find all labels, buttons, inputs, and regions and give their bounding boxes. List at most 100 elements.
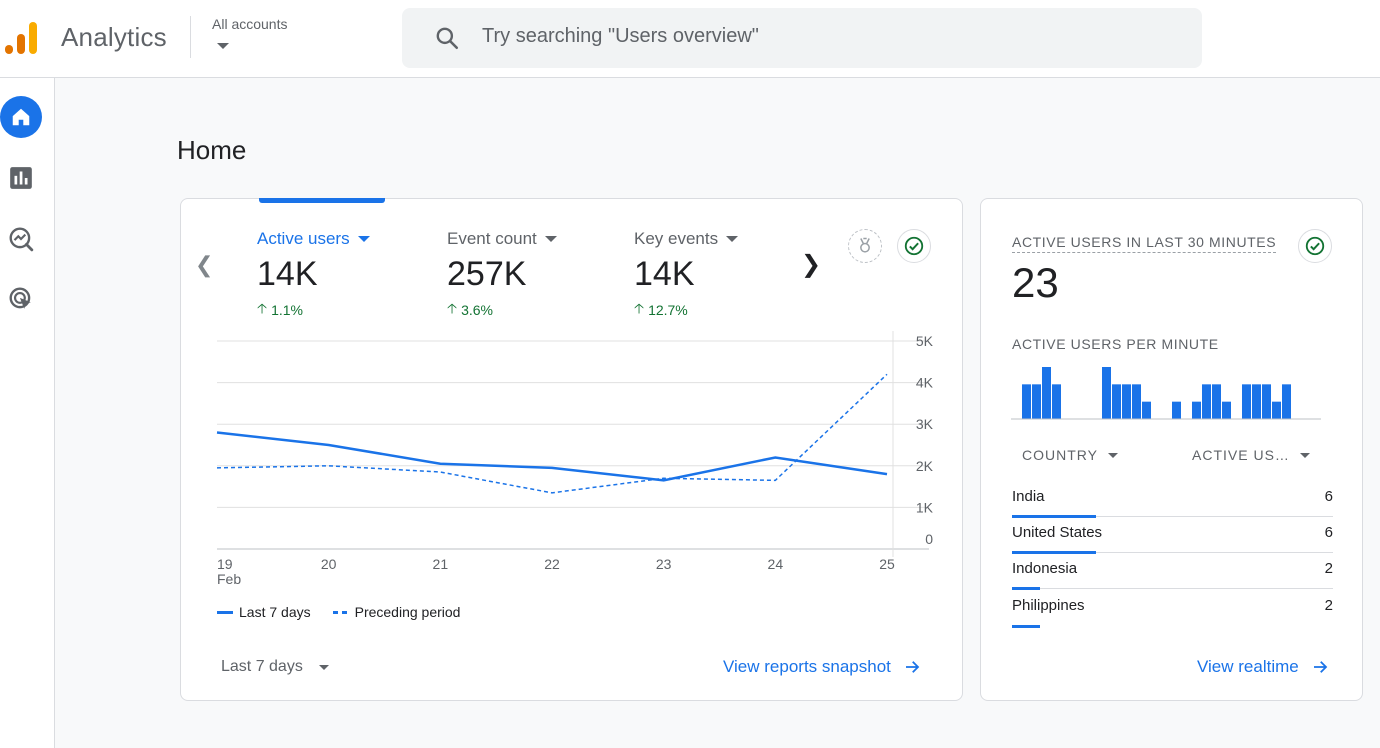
date-range-selector[interactable]: Last 7 days (221, 658, 329, 676)
country-name: India (1012, 488, 1045, 505)
reports-icon[interactable] (8, 165, 34, 191)
column-header-label: COUNTRY (1022, 447, 1098, 463)
country-users: 2 (1324, 597, 1333, 614)
table-row[interactable]: India 6 (1012, 481, 1333, 518)
metric-tab-active-users[interactable]: Active users 14K 🡡 1.1% (257, 229, 370, 322)
metric-label: Active users (257, 229, 350, 248)
previous-metrics-icon[interactable]: ❮ (195, 252, 214, 277)
advertising-icon[interactable] (8, 286, 34, 312)
legend-item-previous: Preceding period (332, 604, 461, 620)
award-icon (860, 237, 870, 253)
per-minute-bar (1222, 401, 1231, 419)
column-header-label: ACTIVE US… (1192, 447, 1290, 463)
page-title: Home (177, 135, 247, 165)
y-tick-label: 1K (916, 499, 934, 515)
per-minute-bar (1252, 384, 1261, 419)
per-minute-bar (1032, 384, 1041, 419)
chevron-down-icon (1107, 452, 1118, 458)
analytics-logo-icon[interactable] (4, 20, 38, 56)
y-tick-label: 2K (916, 458, 934, 474)
metric-value: 257K (447, 255, 527, 293)
per-minute-bar (1132, 384, 1141, 419)
y-tick-label: 4K (916, 375, 934, 391)
legend-dashed-swatch (332, 610, 349, 614)
table-row[interactable]: United States 6 (1012, 517, 1333, 554)
account-dropdown-icon[interactable] (217, 43, 229, 49)
x-tick-label: 20 (321, 556, 337, 572)
realtime-user-count: 23 (1012, 259, 1059, 306)
per-minute-bar (1202, 384, 1211, 419)
legend-label-previous: Preceding period (354, 604, 461, 620)
overview-card: ❮ Active users 14K 🡡 1.1% Event count 257… (180, 198, 963, 701)
per-minute-bar (1112, 384, 1121, 419)
per-minute-bar (1192, 401, 1201, 419)
insights-badge-icon[interactable] (848, 229, 882, 263)
country-share-bar (1012, 625, 1040, 628)
search-bar[interactable]: Try searching "Users overview" (402, 8, 1202, 68)
per-minute-bar (1262, 384, 1271, 419)
per-minute-bar (1102, 367, 1111, 419)
check-circle-icon (904, 236, 924, 256)
chevron-down-icon (318, 664, 329, 670)
country-users: 2 (1324, 560, 1333, 577)
legend-solid-swatch (217, 610, 233, 614)
data-quality-check-icon[interactable] (897, 229, 931, 263)
country-share-bar (1012, 551, 1096, 554)
per-minute-bar (1172, 401, 1181, 419)
y-tick-label: 5K (916, 333, 934, 349)
y-tick-label: 3K (916, 416, 934, 432)
x-tick-label: 22 (544, 556, 560, 572)
metric-label: Key events (634, 229, 719, 248)
table-row[interactable]: Philippines 2 (1012, 590, 1333, 628)
search-icon (436, 27, 459, 50)
per-minute-bar (1242, 384, 1251, 419)
left-navigation (0, 78, 55, 748)
metric-delta: 1.1% (271, 302, 303, 318)
link-label: View reports snapshot (723, 657, 891, 676)
country-name: Philippines (1012, 597, 1085, 614)
per-minute-bar (1212, 384, 1221, 419)
next-metrics-icon[interactable]: ❯ (801, 251, 822, 278)
nav-home-button[interactable] (0, 96, 42, 138)
active-users-line-chart: 5K 4K 3K 2K 1K 0 19 20 21 22 23 24 25 Feb (216, 331, 934, 587)
app-name: Analytics (61, 22, 167, 52)
x-month-label: Feb (217, 571, 241, 587)
search-input[interactable]: Try searching "Users overview" (482, 25, 759, 47)
date-range-label: Last 7 days (221, 658, 303, 675)
country-users: 6 (1324, 488, 1333, 505)
table-row[interactable]: Indonesia 2 (1012, 553, 1333, 590)
account-selector-label[interactable]: All accounts (212, 16, 288, 32)
chevron-down-icon (357, 236, 370, 242)
x-tick-label: 24 (768, 556, 784, 572)
top-bar: Analytics All accounts Try searching "Us… (0, 0, 1380, 78)
country-column-header[interactable]: COUNTRY (1022, 447, 1118, 463)
per-minute-bar (1282, 384, 1291, 419)
metric-tab-key-events[interactable]: Key events 14K 🡡 12.7% (634, 229, 739, 322)
chevron-down-icon (544, 236, 557, 242)
x-tick-label: 19 (217, 556, 233, 572)
arrow-right-icon (1313, 661, 1328, 673)
x-tick-label: 21 (433, 556, 449, 572)
active-users-column-header[interactable]: ACTIVE US… (1192, 447, 1310, 463)
chevron-down-icon (1299, 452, 1310, 458)
metric-tab-event-count[interactable]: Event count 257K 🡡 3.6% (447, 229, 557, 322)
view-reports-snapshot-link[interactable]: View reports snapshot (723, 657, 921, 677)
metric-value: 14K (257, 255, 318, 293)
per-minute-bar (1052, 384, 1061, 419)
country-share-bar (1012, 587, 1040, 590)
realtime-check-icon[interactable] (1298, 229, 1332, 263)
header-divider (190, 16, 191, 58)
view-realtime-link[interactable]: View realtime (1197, 657, 1329, 677)
metric-delta: 3.6% (461, 302, 493, 318)
arrow-up-icon: 🡡 (257, 300, 268, 316)
per-minute-label: ACTIVE USERS PER MINUTE (1012, 336, 1219, 352)
x-tick-label: 25 (879, 556, 895, 572)
series-line-last-7-days (216, 431, 888, 482)
explore-icon[interactable] (8, 226, 34, 252)
arrow-right-icon (905, 661, 920, 673)
metric-delta: 12.7% (648, 302, 688, 318)
per-minute-bar (1122, 384, 1131, 419)
series-line-preceding-period (216, 373, 888, 494)
per-minute-bar (1042, 367, 1051, 419)
realtime-heading[interactable]: ACTIVE USERS IN LAST 30 MINUTES (1012, 234, 1277, 253)
